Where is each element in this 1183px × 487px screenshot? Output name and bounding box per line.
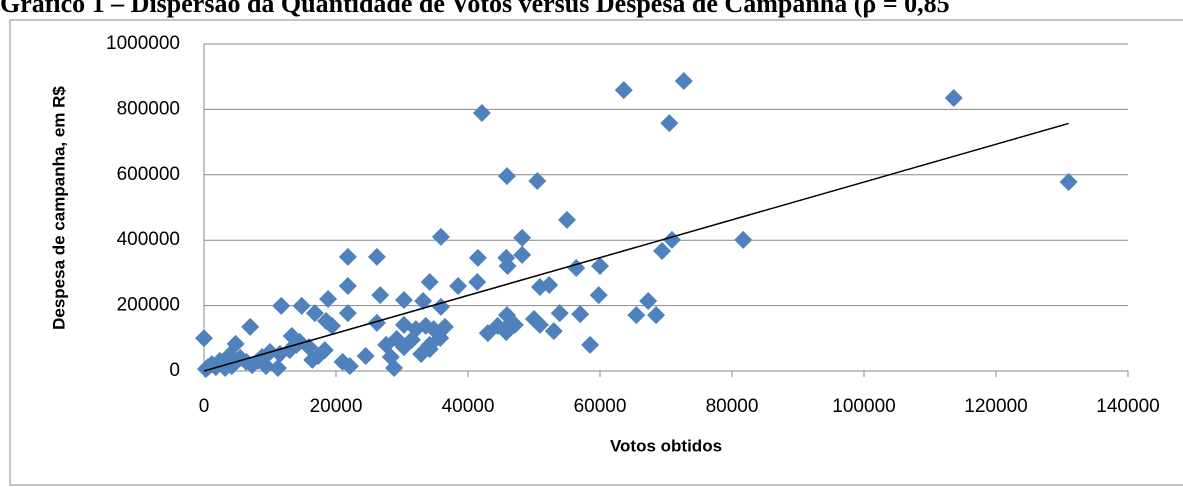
point xyxy=(338,276,357,295)
point xyxy=(660,114,679,133)
point xyxy=(402,330,421,349)
point xyxy=(338,247,357,266)
point xyxy=(627,306,646,325)
point xyxy=(468,273,487,292)
point xyxy=(505,315,524,334)
point xyxy=(614,81,633,100)
point xyxy=(241,317,260,336)
point xyxy=(420,273,439,292)
x-tick-label: 80000 xyxy=(706,396,759,417)
point xyxy=(591,257,609,276)
x-tick-label: 0 xyxy=(199,396,210,417)
point xyxy=(674,71,693,90)
point xyxy=(414,292,433,311)
point xyxy=(468,248,487,267)
y-tick-label: 600000 xyxy=(117,164,180,185)
point xyxy=(488,316,507,335)
point xyxy=(317,311,336,330)
y-tick-label: 0 xyxy=(169,360,180,381)
y-tick-label: 400000 xyxy=(117,229,180,250)
point xyxy=(639,292,658,311)
y-tick-label: 1000000 xyxy=(106,33,180,54)
chart-frame xyxy=(9,19,1183,486)
point xyxy=(333,352,352,371)
point xyxy=(268,359,287,378)
point xyxy=(338,304,357,323)
point xyxy=(571,305,590,324)
point xyxy=(647,306,666,325)
trendline xyxy=(203,122,1069,372)
x-axis-label: Votos obtidos xyxy=(610,436,722,455)
point xyxy=(734,230,753,249)
point xyxy=(195,329,213,348)
point xyxy=(944,88,963,107)
point xyxy=(272,296,291,315)
point xyxy=(472,103,491,122)
point xyxy=(540,275,559,294)
point xyxy=(303,350,322,369)
point xyxy=(581,335,600,354)
chart-title: Gráfico 1 – Dispersão da Quantidade de V… xyxy=(0,0,950,18)
point xyxy=(550,304,569,323)
y-axis-label: Despesa de campanha, em R$ xyxy=(49,86,68,330)
point xyxy=(420,340,439,359)
point xyxy=(544,322,563,341)
x-tick-label: 120000 xyxy=(964,396,1027,417)
x-tick-label: 20000 xyxy=(310,396,363,417)
x-tick-label: 100000 xyxy=(832,396,895,417)
point xyxy=(367,313,386,332)
point xyxy=(435,317,454,336)
point xyxy=(243,356,262,375)
point xyxy=(497,167,516,186)
point xyxy=(394,291,413,310)
x-tick-label: 40000 xyxy=(442,396,495,417)
point xyxy=(589,286,608,305)
x-tick-label: 140000 xyxy=(1096,396,1159,417)
point xyxy=(319,290,338,309)
point xyxy=(416,316,435,335)
point xyxy=(513,228,532,247)
point xyxy=(431,227,450,246)
point xyxy=(385,359,404,378)
point xyxy=(292,296,311,315)
point xyxy=(305,304,324,323)
point xyxy=(1059,172,1078,191)
point xyxy=(377,335,396,354)
point xyxy=(528,172,547,191)
point xyxy=(356,346,375,365)
x-tick-label: 60000 xyxy=(574,396,627,417)
point xyxy=(653,241,672,260)
y-tick-label: 200000 xyxy=(117,295,180,316)
point xyxy=(371,286,390,305)
point xyxy=(449,276,468,295)
point xyxy=(513,245,532,264)
point xyxy=(367,247,386,266)
point xyxy=(497,248,516,267)
point xyxy=(525,310,543,329)
y-tick-label: 800000 xyxy=(117,98,180,119)
point xyxy=(498,257,517,276)
point xyxy=(558,210,576,229)
